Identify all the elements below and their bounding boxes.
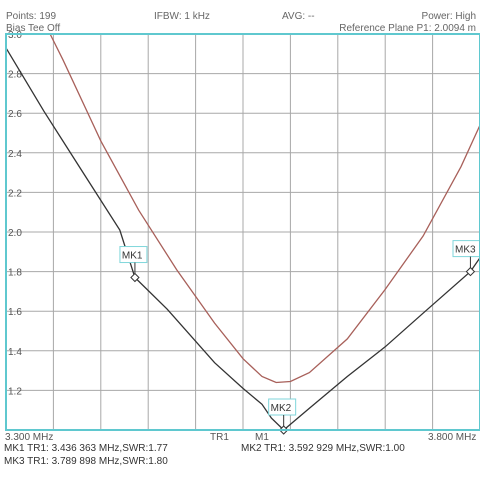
x-start-label: 3.300 MHz xyxy=(5,432,53,443)
reference-plane-readout: Reference Plane P1: 2.0094 m xyxy=(339,23,476,34)
y-tick-label: 1.4 xyxy=(8,347,22,358)
y-tick-label: 1.6 xyxy=(8,307,22,318)
mk3-marker-box xyxy=(452,240,480,258)
mk2-marker[interactable]: MK2 xyxy=(268,398,297,435)
y-tick-label: 1.8 xyxy=(8,268,22,279)
y-axis-labels: 3.0 2.8 2.6 2.4 2.2 2.0 1.8 1.6 1.4 1.2 xyxy=(8,30,22,397)
mk1-marker[interactable]: MK1 xyxy=(119,246,148,283)
mk1-marker-symbol xyxy=(130,272,140,283)
y-tick-label: 2.0 xyxy=(8,228,22,239)
m1-label: M1 xyxy=(255,432,269,443)
points-readout: Points: 199 xyxy=(6,11,57,22)
mk3-marker-symbol xyxy=(465,266,476,277)
mk1-marker-box xyxy=(119,246,148,264)
x-end-label: 3.800 MHz xyxy=(428,432,476,443)
swr-trace xyxy=(5,47,480,431)
y-tick-label: 3.0 xyxy=(8,30,22,41)
y-tick-label: 2.2 xyxy=(8,188,22,199)
y-tick-label: 2.8 xyxy=(8,70,22,81)
plot-frame xyxy=(5,33,480,431)
y-tick-label: 2.4 xyxy=(8,149,22,160)
mk3-marker[interactable]: MK3 xyxy=(452,240,480,277)
markers[interactable]: MK1 MK2 MK3 xyxy=(119,240,480,435)
mk3-marker-label: MK3 xyxy=(455,245,476,256)
avg-readout: AVG: -- xyxy=(282,11,315,22)
traces xyxy=(5,33,480,431)
memory-trace xyxy=(49,33,480,384)
mk1-marker-label: MK1 xyxy=(122,251,143,262)
marker1-readout: MK1 TR1: 3.436 363 MHz,SWR:1.77 xyxy=(4,443,168,454)
power-readout: Power: High xyxy=(421,11,476,22)
mk2-marker-label: MK2 xyxy=(271,403,292,414)
mk2-marker-box xyxy=(268,398,297,416)
grid xyxy=(6,34,480,430)
trace-label: TR1 xyxy=(210,432,229,443)
ifbw-readout: IFBW: 1 kHz xyxy=(154,11,210,22)
bias-tee-readout: Bias Tee Off xyxy=(6,23,61,34)
y-tick-label: 2.6 xyxy=(8,109,22,120)
marker3-readout: MK3 TR1: 3.789 898 MHz,SWR:1.80 xyxy=(4,456,168,467)
y-tick-label: 1.2 xyxy=(8,386,22,397)
marker2-readout: MK2 TR1: 3.592 929 MHz,SWR:1.00 xyxy=(241,443,405,454)
